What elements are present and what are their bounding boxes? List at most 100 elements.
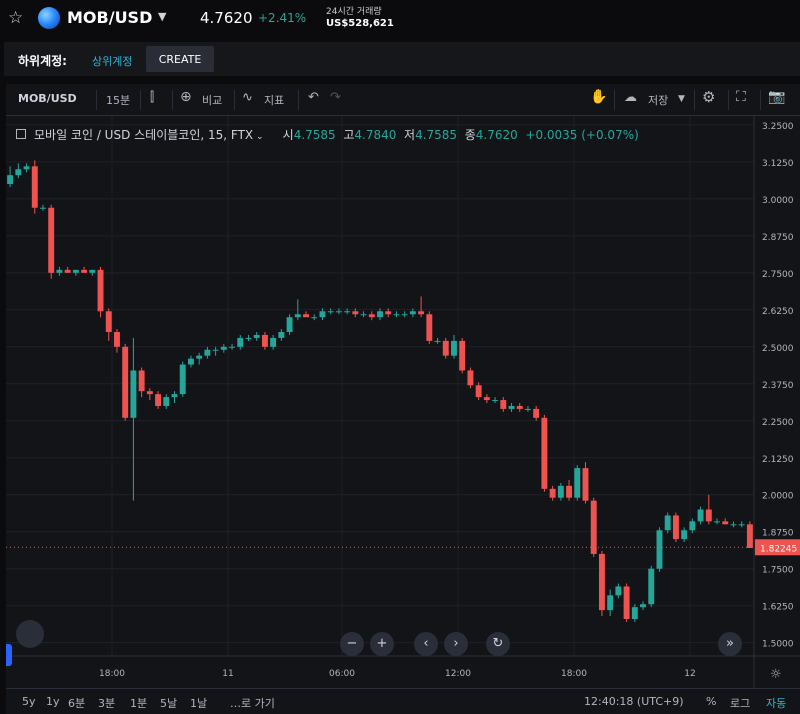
candle-body <box>541 417 548 489</box>
indicators-icon[interactable]: ∿ <box>242 90 253 105</box>
range-1d[interactable]: 1날 <box>190 697 208 710</box>
compare-button[interactable]: 비교 <box>202 94 223 107</box>
chevron-down-icon[interactable]: ▼ <box>158 10 167 23</box>
candle-type-icon[interactable]: ⫿ <box>150 90 155 105</box>
create-subaccount-button[interactable]: CREATE <box>146 46 214 72</box>
candle-body <box>261 334 268 347</box>
candle-body <box>475 385 482 398</box>
candle-body <box>89 269 96 273</box>
candle-body <box>607 595 614 611</box>
candle-body <box>623 586 630 620</box>
candle-body <box>48 207 55 273</box>
market-header: ☆ MOB/USD ▼ 4.7620 +2.41% 24시간 거래량 US$52… <box>0 0 800 38</box>
toolbar-divider <box>760 90 761 110</box>
candle-body <box>508 405 515 409</box>
x-tick-label: 12 <box>684 669 695 679</box>
candle-body <box>516 405 523 409</box>
range-6m[interactable]: 6분 <box>68 697 86 710</box>
indicators-button[interactable]: 지표 <box>264 94 285 107</box>
fullscreen-icon[interactable]: ⛶ <box>736 89 746 105</box>
candle-body <box>196 355 203 359</box>
candle-body <box>105 311 112 332</box>
toolbar-divider <box>728 90 729 110</box>
scroll-right-button[interactable]: › <box>444 632 468 656</box>
star-icon[interactable]: ☆ <box>8 8 24 28</box>
x-tick-label: 18:00 <box>99 669 125 679</box>
candle-body <box>409 311 416 315</box>
candle-body <box>327 311 334 313</box>
collapse-legend-icon[interactable] <box>16 129 26 139</box>
scroll-to-realtime-button[interactable]: » <box>718 632 742 656</box>
candle-body <box>459 340 466 371</box>
range-1m[interactable]: 1분 <box>130 697 148 710</box>
subaccount-bar: 하위계정: 상위계정 CREATE <box>4 42 800 76</box>
parent-account-link[interactable]: 상위계정 <box>92 55 133 68</box>
clock-timezone[interactable]: 12:40:18 (UTC+9) <box>584 695 684 708</box>
camera-icon[interactable]: 📷 <box>768 89 786 105</box>
hand-icon[interactable]: ✋ <box>590 89 608 105</box>
redo-icon[interactable]: ↷ <box>330 90 341 105</box>
undo-icon[interactable]: ↶ <box>308 90 319 105</box>
y-tick-label: 2.3750 <box>762 381 794 391</box>
candle-body <box>220 346 227 350</box>
y-tick-label: 2.2500 <box>762 418 794 428</box>
legend-delta: +0.0035 (+0.07%) <box>525 128 639 142</box>
range-5d[interactable]: 5날 <box>160 697 178 710</box>
gear-icon[interactable]: ⚙ <box>702 88 716 106</box>
percent-toggle[interactable]: % <box>706 695 717 708</box>
market-pair[interactable]: MOB/USD <box>67 8 153 27</box>
legend-symbol[interactable]: 모바일 코인 / USD 스테이블코인, 15, FTX <box>34 128 254 142</box>
last-price-badge <box>755 539 800 556</box>
candle-body <box>557 485 564 498</box>
candle-body <box>344 311 351 313</box>
range-5y[interactable]: 5y <box>22 695 36 708</box>
symbol-search[interactable]: MOB/USD <box>18 92 77 105</box>
legend-close: 4.7620 <box>475 128 518 142</box>
range-1y[interactable]: 1y <box>46 695 60 708</box>
candle-body <box>705 509 712 522</box>
candle-body <box>187 358 194 365</box>
candle-body <box>56 269 63 273</box>
candle-body <box>237 337 244 347</box>
reset-chart-button[interactable]: ↻ <box>486 632 510 656</box>
compare-plus-icon[interactable]: ⊕ <box>180 89 192 105</box>
legend-close-label: 종 <box>464 128 476 142</box>
candle-body <box>335 311 342 313</box>
candle-body <box>212 349 219 351</box>
candle-body <box>15 169 22 176</box>
x-tick-label: 18:00 <box>561 669 587 679</box>
save-dropdown-icon[interactable]: ▼ <box>678 94 685 104</box>
candle-body <box>533 408 540 418</box>
chart-legend: 모바일 코인 / USD 스테이블코인, 15, FTX ⌄ 시4.7585 고… <box>34 128 639 142</box>
interval-selector[interactable]: 15분 <box>106 94 131 107</box>
y-tick-label: 1.5000 <box>762 640 794 650</box>
tradingview-logo-icon[interactable] <box>16 620 44 648</box>
y-tick-label: 3.2500 <box>762 122 794 132</box>
price-chart[interactable]: 3.2500 3.1250 3.0000 2.8750 2.7500 2.6250 2.50… <box>6 116 800 688</box>
save-button[interactable]: 저장 <box>648 94 669 107</box>
last-price: 4.7620 <box>200 9 253 27</box>
candle-body <box>229 346 236 348</box>
log-toggle[interactable]: 로그 <box>730 697 751 710</box>
candle-body <box>179 364 186 395</box>
toolbar-divider <box>234 90 235 110</box>
candle-body <box>278 332 285 338</box>
cloud-icon[interactable]: ☁ <box>624 90 637 105</box>
toolbar-divider <box>614 90 615 110</box>
scroll-left-button[interactable]: ‹ <box>414 632 438 656</box>
candle-body <box>23 166 30 170</box>
y-tick-label: 2.5000 <box>762 344 794 354</box>
panel-drag-handle[interactable] <box>6 644 12 666</box>
candle-body <box>746 524 753 548</box>
legend-high: 4.7840 <box>354 128 397 142</box>
candle-body <box>697 509 704 522</box>
zoom-in-button[interactable]: + <box>370 632 394 656</box>
range-3m[interactable]: 3분 <box>98 697 116 710</box>
toolbar-divider <box>96 90 97 110</box>
volume-label: 24시간 거래량 <box>326 7 382 17</box>
go-to-date-button[interactable]: …로 가기 <box>230 697 275 710</box>
zoom-out-button[interactable]: − <box>340 632 364 656</box>
auto-scale-toggle[interactable]: 자동 <box>766 697 787 710</box>
candle-body <box>681 530 688 540</box>
candle-body <box>319 311 326 318</box>
